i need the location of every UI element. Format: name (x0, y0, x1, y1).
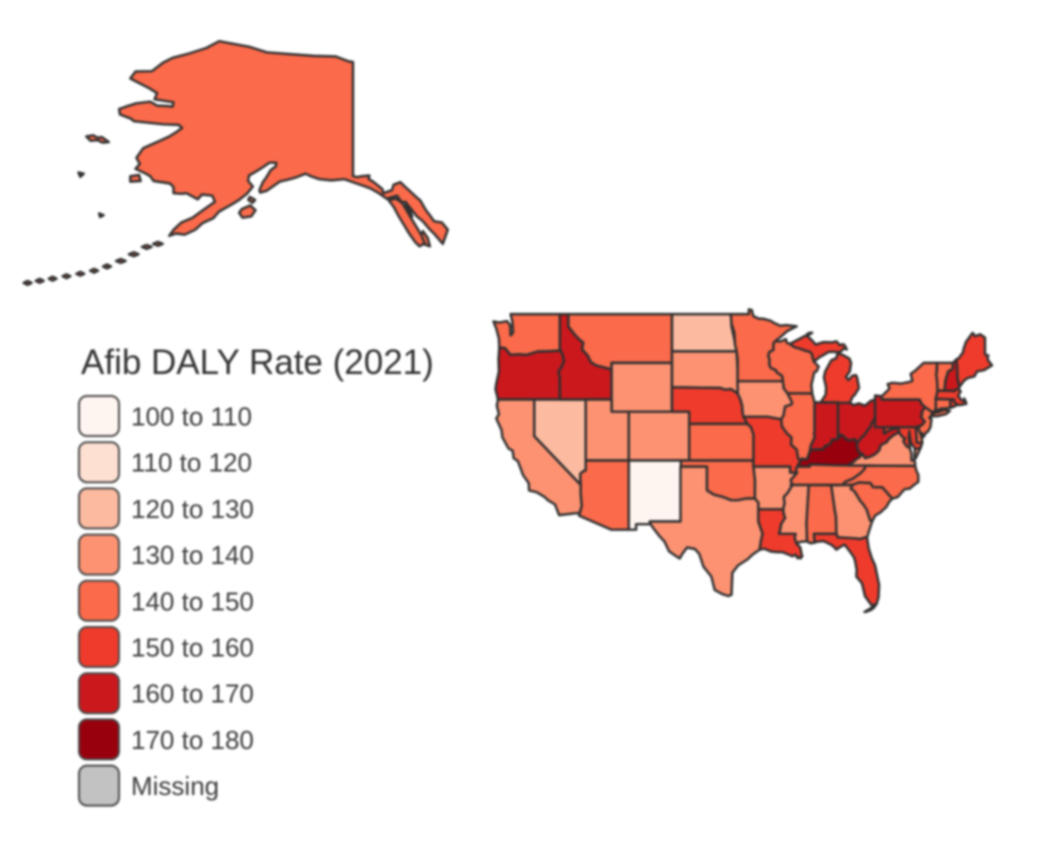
svg-text:150 to 160: 150 to 160 (131, 633, 254, 663)
svg-text:130 to 140: 130 to 140 (131, 540, 254, 570)
svg-text:110 to 120: 110 to 120 (131, 448, 252, 478)
svg-text:Missing: Missing (131, 771, 219, 801)
svg-text:120 to 130: 120 to 130 (131, 494, 254, 524)
svg-text:140 to 150: 140 to 150 (131, 586, 254, 616)
svg-text:Afib DALY Rate (2021): Afib DALY Rate (2021) (81, 343, 434, 382)
svg-text:100 to 110: 100 to 110 (131, 402, 252, 432)
svg-text:160 to 170: 160 to 170 (131, 679, 254, 709)
svg-text:170 to 180: 170 to 180 (131, 725, 254, 755)
